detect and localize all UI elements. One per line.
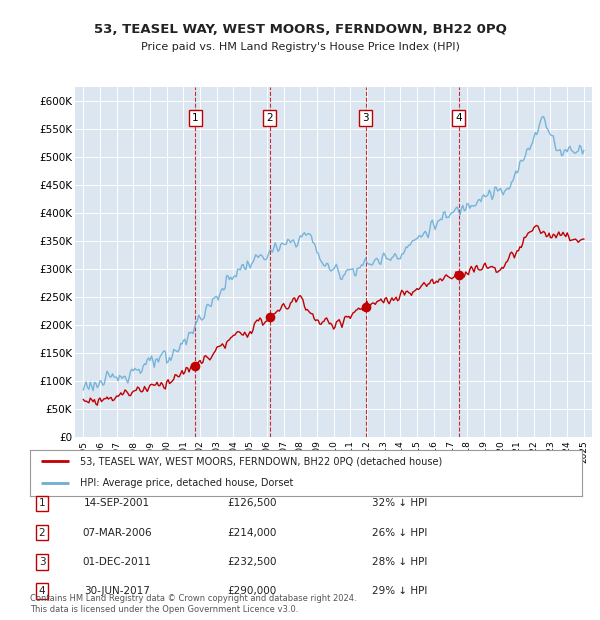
Text: 4: 4 — [455, 113, 462, 123]
Text: 3: 3 — [362, 113, 369, 123]
Text: 07-MAR-2006: 07-MAR-2006 — [82, 528, 152, 538]
Text: 2: 2 — [266, 113, 273, 123]
Text: £214,000: £214,000 — [227, 528, 277, 538]
Text: 4: 4 — [38, 586, 46, 596]
Text: 53, TEASEL WAY, WEST MOORS, FERNDOWN, BH22 0PQ: 53, TEASEL WAY, WEST MOORS, FERNDOWN, BH… — [94, 24, 506, 36]
Text: 2: 2 — [38, 528, 46, 538]
Text: 29% ↓ HPI: 29% ↓ HPI — [372, 586, 427, 596]
Text: 1: 1 — [38, 498, 46, 508]
Text: Contains HM Land Registry data © Crown copyright and database right 2024.
This d: Contains HM Land Registry data © Crown c… — [30, 595, 356, 614]
Text: HPI: Average price, detached house, Dorset: HPI: Average price, detached house, Dors… — [80, 478, 293, 488]
Text: £232,500: £232,500 — [227, 557, 277, 567]
Text: 26% ↓ HPI: 26% ↓ HPI — [372, 528, 427, 538]
Text: 01-DEC-2011: 01-DEC-2011 — [83, 557, 151, 567]
Text: 53, TEASEL WAY, WEST MOORS, FERNDOWN, BH22 0PQ (detached house): 53, TEASEL WAY, WEST MOORS, FERNDOWN, BH… — [80, 456, 442, 466]
Text: £126,500: £126,500 — [227, 498, 277, 508]
Text: 28% ↓ HPI: 28% ↓ HPI — [372, 557, 427, 567]
Text: 32% ↓ HPI: 32% ↓ HPI — [372, 498, 427, 508]
Text: 3: 3 — [38, 557, 46, 567]
Text: 30-JUN-2017: 30-JUN-2017 — [84, 586, 150, 596]
Text: Price paid vs. HM Land Registry's House Price Index (HPI): Price paid vs. HM Land Registry's House … — [140, 42, 460, 52]
Text: £290,000: £290,000 — [227, 586, 277, 596]
Text: 14-SEP-2001: 14-SEP-2001 — [84, 498, 150, 508]
Text: 1: 1 — [192, 113, 199, 123]
